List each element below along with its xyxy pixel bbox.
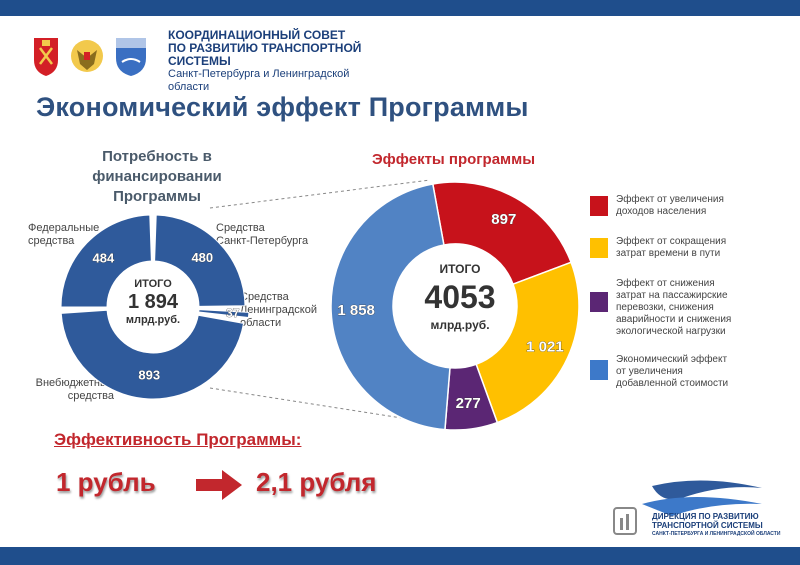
label-extrabudget: Внебюджетные средства [35,377,114,402]
left-donut-value-label: 484 [93,251,115,266]
right-donut-slice [330,183,451,431]
spb-coat-of-arms-icon [34,38,58,76]
efficiency-title: Эффективность Программы: [54,430,302,449]
top-bar [0,0,800,16]
efficiency-from: 1 рубль [56,467,156,497]
left-donut-value-label: 37 [226,306,240,320]
left-donut-value-label: 480 [191,250,213,265]
left-donut-slice [198,309,250,319]
legend-swatch [590,360,608,380]
right-donut-value-label: 1 858 [337,302,375,319]
left-chart-title: Потребность в финансировании Программы [92,148,222,205]
right-center-value: 4053 [424,279,496,315]
left-center-unit: млрд.руб. [125,314,181,326]
left-donut-slice [154,214,246,307]
russia-coat-of-arms-icon [71,40,103,72]
bottom-bar [0,547,800,565]
label-spb: Средства Санкт-Петербурга [216,222,309,247]
right-donut-slice [475,261,580,424]
projection-line-top [209,179,431,209]
right-chart-title: Эффекты программы [372,151,536,168]
left-donut-value-label: 893 [138,367,160,382]
right-center-label: ИТОГО [439,262,481,276]
council-line-2: ПО РАЗВИТИЮ ТРАНСПОРТНОЙ СИСТЕМЫ [168,41,362,68]
leningrad-oblast-coat-of-arms-icon [116,38,146,76]
council-line-3: Санкт-Петербурга и Ленинградской области [168,68,350,93]
legend-swatch [590,196,608,216]
left-center-total: ИТОГО 1 894 млрд.руб. [110,278,196,326]
left-donut-slice [60,309,245,400]
directorate-logo-icon [613,480,762,535]
council-line-1: КООРДИНАЦИОННЫЙ СОВЕТ [168,28,346,42]
council-name: КООРДИНАЦИОННЫЙ СОВЕТ ПО РАЗВИТИЮ ТРАНСП… [168,29,388,94]
label-leningrad: Средства Ленинградской области [240,291,317,329]
left-donut-slice [60,214,152,308]
efficiency-to: 2,1 рубля [256,467,377,497]
right-center-unit: млрд.руб. [430,318,490,332]
right-donut-slice [431,181,573,286]
coat-of-arms-group [34,38,146,76]
right-donut-value-label: 277 [456,395,481,412]
arrow-right-icon [196,470,242,500]
right-donut-value-label: 1 021 [526,338,564,355]
right-center-total: ИТОГО 4053 млрд.руб. [410,262,510,332]
legend-swatch [590,238,608,258]
page-title: Экономический эффект Программы [36,92,529,122]
left-center-value: 1 894 [127,291,179,313]
left-center-label: ИТОГО [134,278,172,290]
legend-swatch [590,292,608,312]
directorate-text: ДИРЕКЦИЯ ПО РАЗВИТИЮ ТРАНСПОРТНОЙ СИСТЕМ… [652,512,781,537]
right-donut-value-label: 897 [491,211,516,228]
label-federal: Федеральные средства [28,222,100,247]
